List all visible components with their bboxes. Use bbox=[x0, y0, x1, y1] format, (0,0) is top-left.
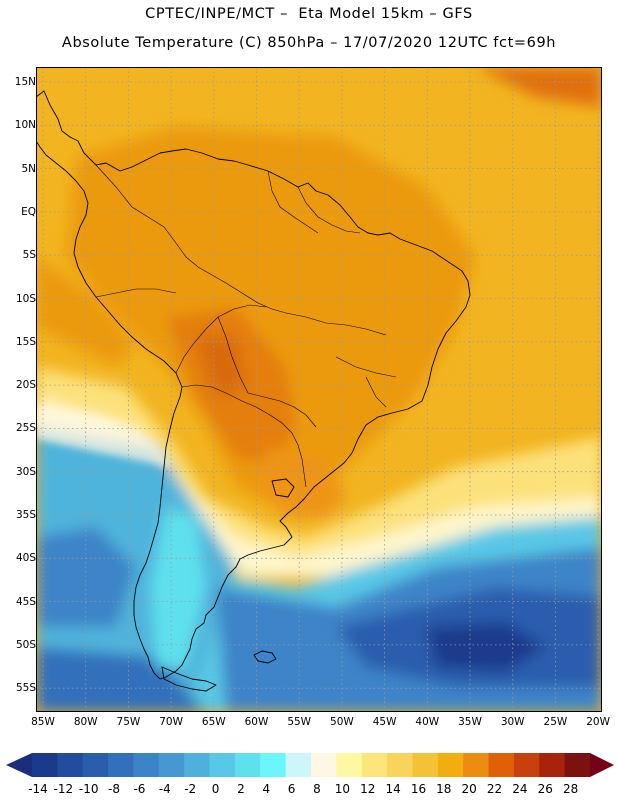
scale-label: 4 bbox=[262, 782, 271, 796]
scale-label: 20 bbox=[461, 782, 477, 796]
scale-swatch bbox=[32, 753, 58, 777]
scale-label: 24 bbox=[512, 782, 528, 796]
lat-label-35s: 35S bbox=[15, 509, 36, 521]
temperature-field bbox=[36, 67, 602, 712]
scale-label: -4 bbox=[158, 782, 171, 796]
lon-label-30w: 30W bbox=[500, 716, 525, 728]
scale-swatch bbox=[513, 753, 540, 777]
scale-label: -14 bbox=[28, 782, 48, 796]
lat-label-5n: 5N bbox=[21, 162, 36, 175]
coastlines bbox=[36, 90, 471, 692]
lon-label-75w: 75W bbox=[116, 716, 141, 728]
scale-swatch bbox=[437, 753, 464, 777]
lat-label-5s: 5S bbox=[22, 249, 36, 262]
title-line-2: Absolute Temperature (C) 850hPa – 17/07/… bbox=[61, 35, 557, 51]
scale-label: -8 bbox=[108, 782, 121, 796]
lat-label-10s: 10S bbox=[15, 292, 36, 305]
lon-label-20w: 20W bbox=[586, 716, 610, 728]
map-frame bbox=[36, 67, 602, 712]
scale-swatch bbox=[311, 753, 337, 777]
scale-label: 16 bbox=[410, 782, 427, 796]
scale-label: 12 bbox=[360, 782, 376, 796]
scale-swatch bbox=[285, 753, 312, 777]
scale-label: 26 bbox=[537, 782, 553, 796]
scale-swatch bbox=[158, 753, 185, 777]
scale-label: -6 bbox=[133, 782, 146, 796]
lon-label-50w: 50W bbox=[330, 716, 354, 728]
scale-label: -12 bbox=[53, 782, 74, 796]
lat-label-50s: 50S bbox=[15, 638, 36, 651]
scale-swatch bbox=[82, 753, 109, 777]
scale-overflow-arrow bbox=[590, 753, 614, 777]
scale-swatch bbox=[336, 753, 363, 777]
scale-swatch bbox=[57, 753, 84, 777]
scale-label: 8 bbox=[313, 782, 321, 796]
lon-label-35w: 35W bbox=[458, 716, 482, 728]
lat-label-15n: 15N bbox=[14, 76, 36, 88]
lat-label-40s: 40S bbox=[15, 552, 36, 565]
scale-label: 28 bbox=[562, 782, 579, 796]
scale-label: 2 bbox=[237, 782, 245, 796]
scale-swatch bbox=[361, 753, 388, 777]
scale-swatch bbox=[539, 753, 566, 777]
scale-label: 6 bbox=[287, 782, 296, 796]
scale-underflow-arrow bbox=[6, 753, 32, 777]
scale-swatch bbox=[387, 753, 413, 777]
scale-label: -2 bbox=[184, 782, 197, 796]
lat-label-10n: 10N bbox=[14, 119, 36, 132]
scale-label: 10 bbox=[334, 782, 350, 796]
lon-label-60w: 60W bbox=[244, 716, 269, 728]
lat-label-30s: 30S bbox=[15, 465, 36, 478]
lon-label-80w: 80W bbox=[73, 716, 98, 728]
lat-label-45s: 45S bbox=[15, 595, 36, 608]
lat-label-eq: EQ bbox=[21, 205, 36, 218]
lon-label-40w: 40W bbox=[415, 716, 440, 728]
scale-swatch bbox=[412, 753, 439, 777]
lon-label-25w: 25W bbox=[543, 716, 568, 728]
scale-label: 14 bbox=[385, 782, 401, 796]
scale-label: 0 bbox=[211, 782, 220, 796]
lon-label-65w: 65W bbox=[201, 716, 226, 728]
scale-swatch bbox=[184, 753, 211, 777]
temperature-map bbox=[36, 67, 602, 712]
scale-swatch bbox=[234, 753, 261, 777]
scale-swatch bbox=[488, 753, 515, 777]
scale-swatch bbox=[209, 753, 236, 777]
lon-label-55w: 55W bbox=[287, 716, 312, 728]
scale-label: 22 bbox=[486, 782, 503, 796]
country-borders bbox=[95, 164, 397, 488]
color-scale-bar bbox=[6, 753, 614, 777]
lon-label-85w: 85W bbox=[31, 716, 55, 728]
scale-swatch bbox=[260, 753, 287, 777]
scale-swatch bbox=[463, 753, 490, 777]
lat-label-20s: 20S bbox=[15, 379, 36, 392]
lon-label-45w: 45W bbox=[372, 716, 397, 728]
scale-swatch bbox=[564, 753, 591, 777]
scale-label: 18 bbox=[436, 782, 452, 796]
title-line-1: CPTEC/INPE/MCT – Eta Model 15km – GFS bbox=[145, 6, 473, 22]
scale-label: -10 bbox=[78, 782, 99, 796]
lat-label-55s: 55S bbox=[15, 682, 36, 695]
lat-label-15s: 15S bbox=[15, 335, 36, 348]
scale-swatch bbox=[133, 753, 160, 777]
scale-swatch bbox=[108, 753, 134, 777]
lon-label-70w: 70W bbox=[159, 716, 183, 728]
lat-label-25s: 25S bbox=[15, 422, 36, 435]
